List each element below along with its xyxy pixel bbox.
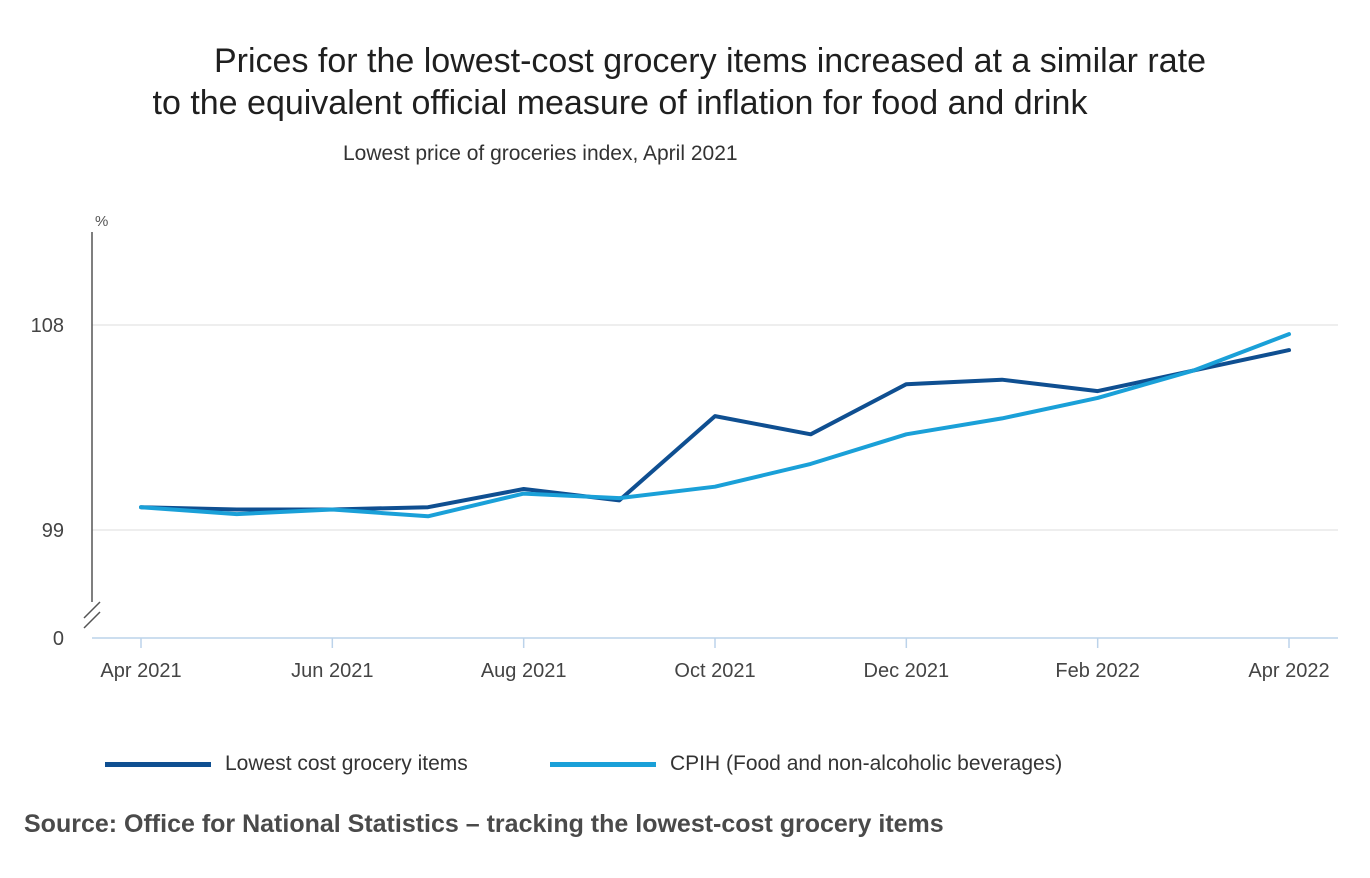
- legend-label-lowest-cost: Lowest cost grocery items: [225, 752, 468, 775]
- series-1-point: [522, 487, 526, 491]
- y-axis-unit: %: [95, 213, 108, 230]
- series-1-point: [713, 414, 717, 418]
- series-2-point: [713, 485, 717, 489]
- source-note: Source: Office for National Statistics –…: [24, 810, 944, 838]
- series-2-point: [235, 512, 239, 516]
- y-tick-label: 99: [42, 520, 64, 542]
- x-tick-label: Jun 2021: [291, 660, 373, 682]
- x-tick-label: Aug 2021: [481, 660, 567, 682]
- chart-title: Prices for the lowest-cost grocery items…: [0, 40, 1370, 124]
- x-tick-label: Feb 2022: [1055, 660, 1140, 682]
- y-tick-label: 0: [53, 628, 64, 650]
- line-chart: % 108 99 0 Apr 2021 Jun 2021 Aug 2021 Oct 2021 D…: [31, 213, 1338, 682]
- series-1-point: [1000, 378, 1004, 382]
- y-axis-break: [83, 601, 101, 629]
- series-2-point: [330, 508, 334, 511]
- series-1-point: [1096, 389, 1100, 393]
- x-tick-label: Apr 2022: [1248, 660, 1329, 682]
- series-2-point: [1191, 369, 1195, 373]
- chart-title-line-1: Prices for the lowest-cost grocery items…: [213, 42, 1206, 80]
- series-1-point: [235, 508, 239, 511]
- chart-subtitle: Lowest price of groceries index, April 2…: [343, 142, 738, 165]
- series-1-point: [426, 505, 430, 509]
- series-2-point: [809, 462, 813, 466]
- series-2-point: [426, 514, 430, 518]
- legend-item-cpih: CPIH (Food and non-alcoholic beverages): [550, 752, 1062, 776]
- legend-swatch-dark: [105, 761, 211, 767]
- y-tick-label: 108: [31, 315, 64, 337]
- x-tick-label: Dec 2021: [864, 660, 950, 682]
- x-tick-label: Apr 2021: [100, 660, 181, 682]
- legend-swatch-light: [550, 761, 656, 767]
- series-2-point: [904, 432, 908, 436]
- series-2-point: [617, 496, 621, 500]
- series-2-point: [1000, 416, 1004, 420]
- series-2-point: [139, 505, 143, 509]
- series-1-point: [809, 432, 813, 436]
- series-1-point: [904, 382, 908, 386]
- series-1-point: [1287, 348, 1291, 352]
- series-2-point: [1287, 332, 1291, 336]
- chart-title-line-2: to the equivalent official measure of in…: [152, 84, 1088, 122]
- legend-label-cpih: CPIH (Food and non-alcoholic beverages): [670, 752, 1063, 775]
- x-tick-label: Oct 2021: [674, 660, 755, 682]
- series-2-point: [522, 492, 526, 496]
- series-2-point: [1096, 396, 1100, 400]
- legend-item-lowest-cost: Lowest cost grocery items: [105, 752, 468, 776]
- series-line-2: [139, 332, 1291, 519]
